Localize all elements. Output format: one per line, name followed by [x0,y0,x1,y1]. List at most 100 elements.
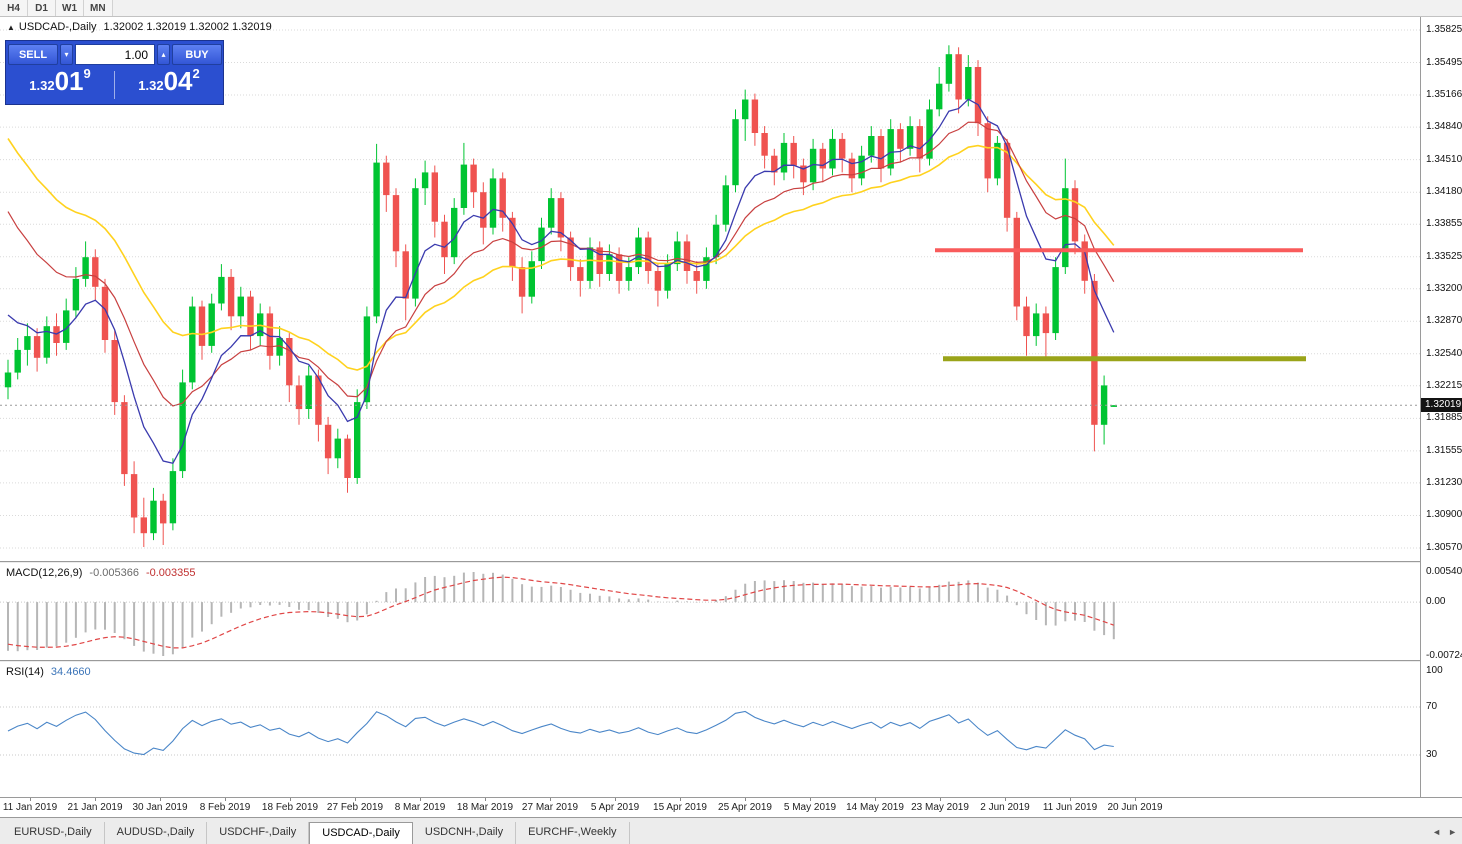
sell-price-point: 9 [83,66,91,81]
date-label: 20 Jun 2019 [1107,802,1163,813]
volume-input[interactable] [75,44,155,65]
one-click-trading-panel: SELL ▾ ▴ BUY 1.32019 1.32042 [5,40,224,105]
date-label: 14 May 2019 [846,802,904,813]
macd-signal-line [7,576,1115,649]
rsi-value: 34.4660 [50,666,91,678]
rsi-canvas[interactable] [0,663,1420,797]
macd-panel[interactable] [0,564,1420,660]
date-label: 11 Jan 2019 [2,802,58,813]
macd-value-main: -0.005366 [89,567,139,579]
price-tick-label: 1.31885 [1426,412,1462,424]
macd-name: MACD(12,26,9) [6,567,83,579]
date-tick [680,798,681,801]
buy-button[interactable]: BUY [172,44,222,65]
ma-mid-red [7,121,1115,407]
sell-price[interactable]: 1.32019 [6,64,114,105]
rsi-label: RSI(14) 34.4660 [6,666,91,678]
date-tick [290,798,291,801]
price-tick-label: 1.35166 [1426,88,1462,100]
date-tick [940,798,941,801]
main-chart-canvas[interactable] [0,17,1420,561]
timeframe-button-mn[interactable]: MN [84,0,113,16]
main-chart[interactable] [0,17,1420,561]
chart-tab-usdcad-daily[interactable]: USDCAD-,Daily [309,822,413,844]
date-label: 2 Jun 2019 [980,802,1030,813]
price-tick-label: 1.31555 [1426,444,1462,456]
date-tick [160,798,161,801]
price-tick-label: 1.35825 [1426,24,1462,35]
timeframe-button-h4[interactable]: H4 [0,0,28,16]
current-price-badge: 1.32019 [1421,398,1462,413]
macd-value-signal: -0.003355 [145,567,196,579]
rsi-scale-100: 100 [1426,665,1443,676]
date-tick [225,798,226,801]
chart-tab-usdcnh-daily[interactable]: USDCNH-,Daily [413,822,517,844]
buy-price[interactable]: 1.32042 [115,64,223,105]
candles-layer [4,45,1117,547]
date-tick [30,798,31,801]
rsi-panel[interactable] [0,663,1420,797]
chart-header: ▲ USDCAD-,Daily 1.32002 1.32019 1.32002 1.… [7,21,272,33]
rsi-name: RSI(14) [6,666,44,678]
price-tick-label: 1.35495 [1426,56,1462,68]
timeframe-toolbar: H4 D1 W1 MN [0,0,1462,17]
date-label: 27 Mar 2019 [521,802,579,813]
date-label: 21 Jan 2019 [67,802,123,813]
date-label: 11 Jun 2019 [1042,802,1098,813]
price-tick-label: 1.30900 [1426,509,1462,521]
timeframe-button-d1[interactable]: D1 [28,0,56,16]
timeframe-buttons: H4 D1 W1 MN [0,0,113,16]
date-tick [810,798,811,801]
macd-scale-min: -0.007247 [1426,650,1462,661]
ma-slow-yellow [7,138,1115,371]
chart-tab-eurchf-weekly[interactable]: EURCHF-,Weekly [516,822,630,844]
date-tick [615,798,616,801]
price-tick-label: 1.32540 [1426,347,1462,359]
panel-splitter-macd[interactable] [0,561,1462,564]
price-tick-label: 1.32215 [1426,379,1462,391]
price-scale[interactable]: 1.35825 1.35495 1.35166 1.34840 1.34510 1.341… [1420,17,1462,797]
sell-price-pips: 01 [54,66,84,96]
sell-price-base: 1.32 [29,78,55,93]
price-tick-label: 1.34840 [1426,121,1462,133]
date-label: 8 Mar 2019 [394,802,446,813]
date-label: 18 Mar 2019 [456,802,514,813]
rsi-scale-70: 70 [1426,701,1438,712]
collapse-panel-icon[interactable]: ▲ [7,23,15,32]
volume-decrease-icon[interactable]: ▾ [60,44,73,65]
macd-histogram [7,572,1115,656]
price-tick-label: 1.32870 [1426,315,1462,327]
price-tick-label: 1.30570 [1426,542,1462,553]
macd-canvas[interactable] [0,564,1420,660]
chart-tab-usdchf-daily[interactable]: USDCHF-,Daily [207,822,310,844]
rsi-line [7,710,1114,756]
chart-tabbar: EURUSD-,Daily AUDUSD-,Daily USDCHF-,Daily U… [0,817,1462,844]
macd-label: MACD(12,26,9) -0.005366 -0.003355 [6,567,196,579]
volume-increase-icon[interactable]: ▴ [157,44,170,65]
price-tick-label: 1.34510 [1426,153,1462,165]
date-label: 25 Apr 2019 [718,802,772,813]
date-label: 27 Feb 2019 [326,802,384,813]
chart-title: USDCAD-,Daily [18,21,97,33]
timeframe-button-w1[interactable]: W1 [56,0,84,16]
chart-ohlc: 1.32002 1.32019 1.32002 1.32019 [103,21,272,33]
date-label: 15 Apr 2019 [653,802,707,813]
macd-scale-zero: 0.00 [1426,596,1446,608]
price-tick-label: 1.33855 [1426,218,1462,230]
chart-tab-audusd-daily[interactable]: AUDUSD-,Daily [105,822,208,844]
date-tick [745,798,746,801]
chart-tabs: EURUSD-,Daily AUDUSD-,Daily USDCHF-,Daily U… [2,821,630,844]
tabs-scroll-left-icon[interactable]: ◄ [1432,827,1442,837]
macd-scale-max: 0.005402 [1426,566,1462,577]
date-tick [355,798,356,801]
panel-splitter-rsi[interactable] [0,660,1462,663]
tabs-scroll-right-icon[interactable]: ► [1448,827,1457,837]
sell-button[interactable]: SELL [8,44,58,65]
chart-tab-eurusd-daily[interactable]: EURUSD-,Daily [2,822,105,844]
tab-scroll-arrows: ◄ ► [1432,827,1457,837]
date-label: 8 Feb 2019 [199,802,251,813]
buy-price-pips: 04 [163,66,193,96]
date-label: 23 May 2019 [911,802,969,813]
date-axis[interactable]: 11 Jan 2019 21 Jan 2019 30 Jan 2019 8 Feb 2… [0,797,1462,817]
